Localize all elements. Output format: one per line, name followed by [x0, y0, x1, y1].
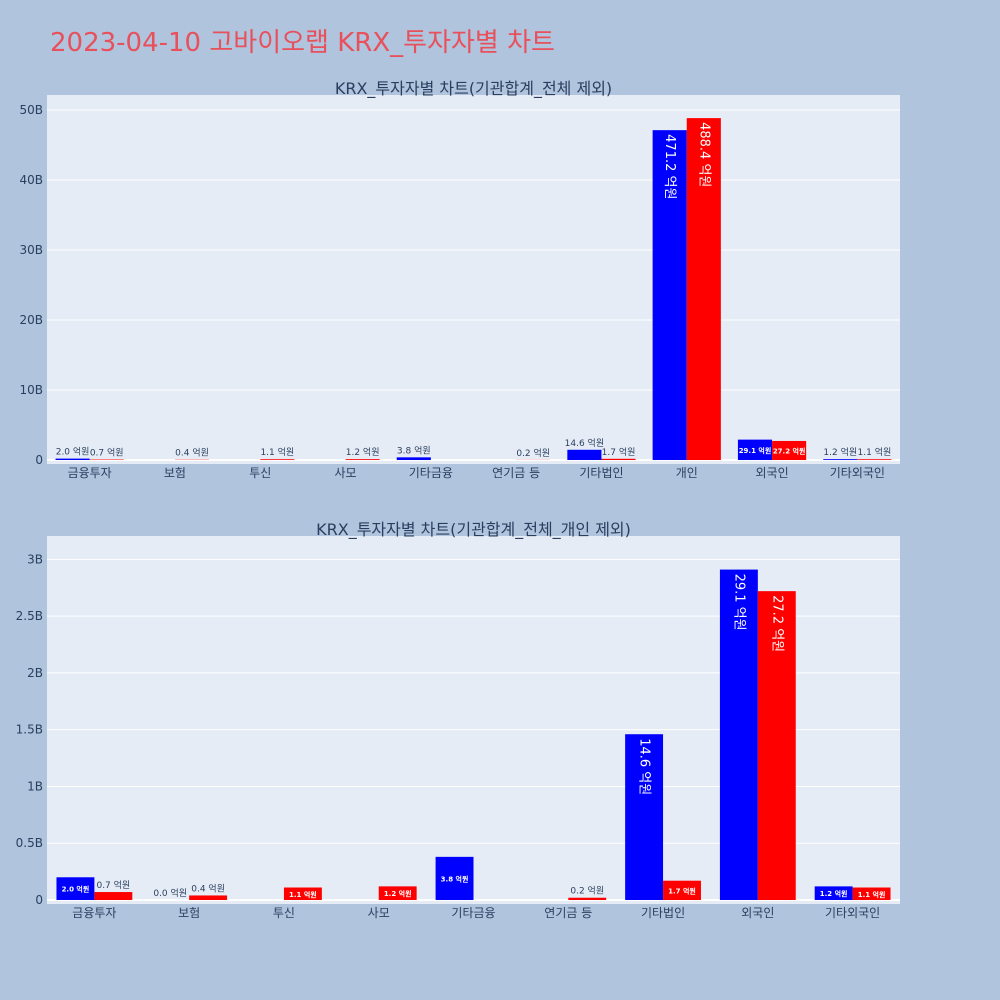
data-label: 1.2 억원	[384, 889, 412, 898]
y-tick-label: 30B	[19, 243, 43, 257]
x-tick-label: 금융투자	[72, 906, 116, 920]
bar	[772, 440, 807, 460]
bar	[396, 457, 431, 460]
bar	[260, 459, 295, 460]
data-label: 2.0 억원	[62, 885, 90, 894]
data-label: 488.4 억원	[696, 122, 711, 187]
bar	[663, 880, 701, 900]
data-label: 0.7 억원	[90, 447, 124, 459]
x-tick-label: 투신	[249, 466, 271, 480]
data-label: 29.1 억원	[731, 574, 746, 631]
bar	[719, 569, 758, 900]
y-tick-label: 1B	[27, 779, 43, 793]
data-label: 29.1 억원	[739, 446, 772, 455]
bar	[435, 856, 474, 900]
data-label: 27.2 억원	[769, 595, 784, 652]
data-label: 27.2 억원	[773, 446, 806, 455]
data-label: 1.7 억원	[668, 886, 696, 895]
data-label: 471.2 억원	[662, 134, 677, 199]
x-tick-label: 외국인	[741, 906, 774, 920]
bar	[567, 449, 602, 460]
x-tick-label: 기타금융	[409, 466, 453, 480]
bar	[601, 458, 636, 460]
x-tick-label: 개인	[676, 466, 698, 480]
data-label: 3.8 억원	[397, 444, 431, 456]
x-tick-label: 보험	[164, 466, 186, 480]
data-label: 1.2 억원	[820, 889, 848, 898]
y-tick-label: 40B	[19, 173, 43, 187]
bar	[814, 886, 853, 900]
bar	[757, 591, 796, 900]
bar	[568, 897, 607, 900]
y-tick-label: 0	[35, 453, 43, 467]
data-label: 1.2 억원	[346, 446, 380, 458]
chart-title: KRX_투자자별 차트(기관합계_전체_개인 제외)	[316, 520, 631, 540]
x-tick-label: 기타법인	[641, 906, 685, 920]
y-tick-label: 20B	[19, 313, 43, 327]
page-title: 2023-04-10 고바이오랩 KRX_투자자별 차트	[50, 28, 555, 58]
x-tick-label: 투신	[273, 906, 295, 920]
bar	[625, 734, 664, 900]
bar	[378, 886, 417, 900]
bar	[94, 892, 133, 900]
bar	[852, 887, 891, 900]
data-label: 1.2 억원	[823, 446, 857, 458]
y-tick-label: 0.5B	[16, 836, 43, 850]
x-tick-label: 사모	[335, 466, 357, 480]
bar	[857, 459, 892, 460]
bar	[56, 877, 95, 900]
x-tick-label: 금융투자	[68, 466, 112, 480]
data-label: 14.6 억원	[637, 738, 652, 795]
data-label: 2.0 억원	[56, 446, 90, 458]
x-tick-label: 연기금 등	[492, 466, 540, 480]
y-tick-label: 2B	[27, 666, 43, 680]
x-tick-label: 사모	[368, 906, 390, 920]
bar	[55, 458, 90, 460]
y-tick-label: 0	[35, 893, 43, 907]
data-label: 0.4 억원	[191, 882, 225, 894]
chart-title: KRX_투자자별 차트(기관합계_전체 제외)	[335, 79, 612, 99]
data-label: 0.7 억원	[96, 879, 130, 891]
data-label: 1.1 억원	[260, 446, 294, 458]
data-label: 0.2 억원	[570, 885, 604, 897]
x-tick-label: 연기금 등	[544, 906, 592, 920]
x-tick-label: 보험	[178, 906, 200, 920]
plot-background	[47, 95, 900, 464]
data-label: 0.0 억원	[153, 887, 187, 899]
y-tick-label: 50B	[19, 103, 43, 117]
bar	[283, 887, 322, 900]
data-label: 14.6 억원	[565, 437, 604, 449]
data-label: 1.1 억원	[858, 890, 886, 899]
data-label: 0.4 억원	[175, 447, 209, 459]
data-label: 3.8 억원	[441, 874, 469, 883]
data-label: 1.1 억원	[858, 446, 892, 458]
x-tick-label: 기타법인	[579, 466, 623, 480]
bar	[737, 439, 773, 460]
x-tick-label: 외국인	[755, 466, 788, 480]
bar	[686, 118, 721, 461]
data-label: 1.7 억원	[602, 446, 636, 458]
y-tick-label: 1.5B	[16, 723, 43, 737]
y-tick-label: 3B	[27, 552, 43, 566]
y-tick-label: 2.5B	[16, 609, 43, 623]
data-label: 1.1 억원	[289, 890, 317, 899]
y-tick-label: 10B	[19, 383, 43, 397]
bar	[189, 895, 228, 900]
x-tick-label: 기타외국인	[830, 466, 885, 480]
bar	[823, 459, 858, 460]
bar	[345, 459, 380, 460]
x-tick-label: 기타외국인	[825, 906, 880, 920]
data-label: 0.2 억원	[516, 447, 550, 459]
bar	[652, 130, 687, 460]
x-tick-label: 기타금융	[451, 906, 495, 920]
